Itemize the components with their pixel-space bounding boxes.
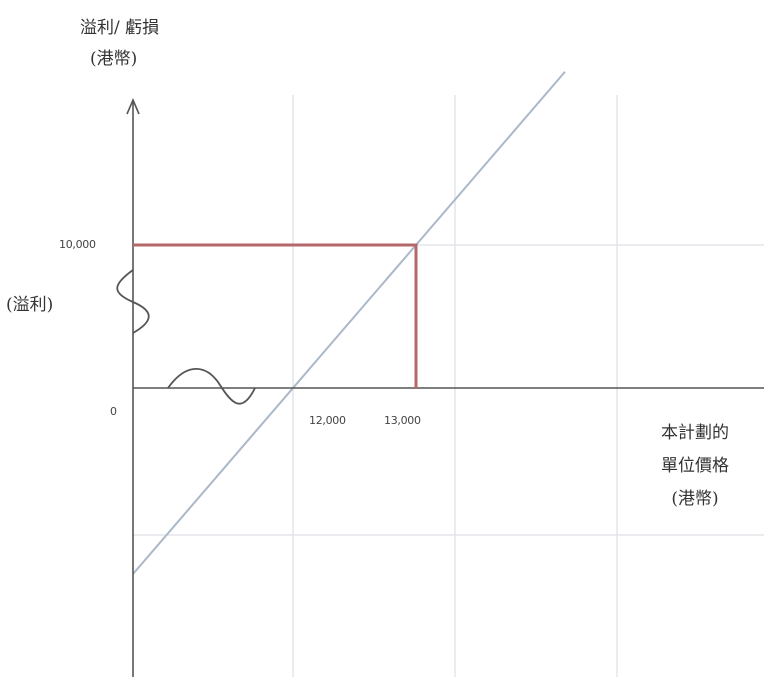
payoff-series-line xyxy=(133,243,418,388)
x-tick-label: 12,000 xyxy=(309,414,346,427)
x-tick-label: 13,000 xyxy=(384,414,421,427)
x-axis-title-line1: 本計劃的 xyxy=(661,423,729,443)
y-axis-title-line1: 溢利/ 虧損 xyxy=(80,18,160,38)
x-axis-title-line2: 單位價格 xyxy=(661,456,729,476)
x-axis-break-symbol xyxy=(167,368,256,405)
y-tick-label: 0 xyxy=(110,405,117,418)
x-axis-title-line3: (港幣) xyxy=(671,489,719,509)
profit-region-label: (溢利) xyxy=(6,295,54,315)
y-axis-arrow-icon xyxy=(126,97,140,115)
y-axis-break-symbol xyxy=(116,269,150,334)
diagonal-series-line xyxy=(132,71,566,575)
y-axis-title-line2: (港幣) xyxy=(90,49,138,69)
y-tick-label: 10,000 xyxy=(59,238,96,251)
